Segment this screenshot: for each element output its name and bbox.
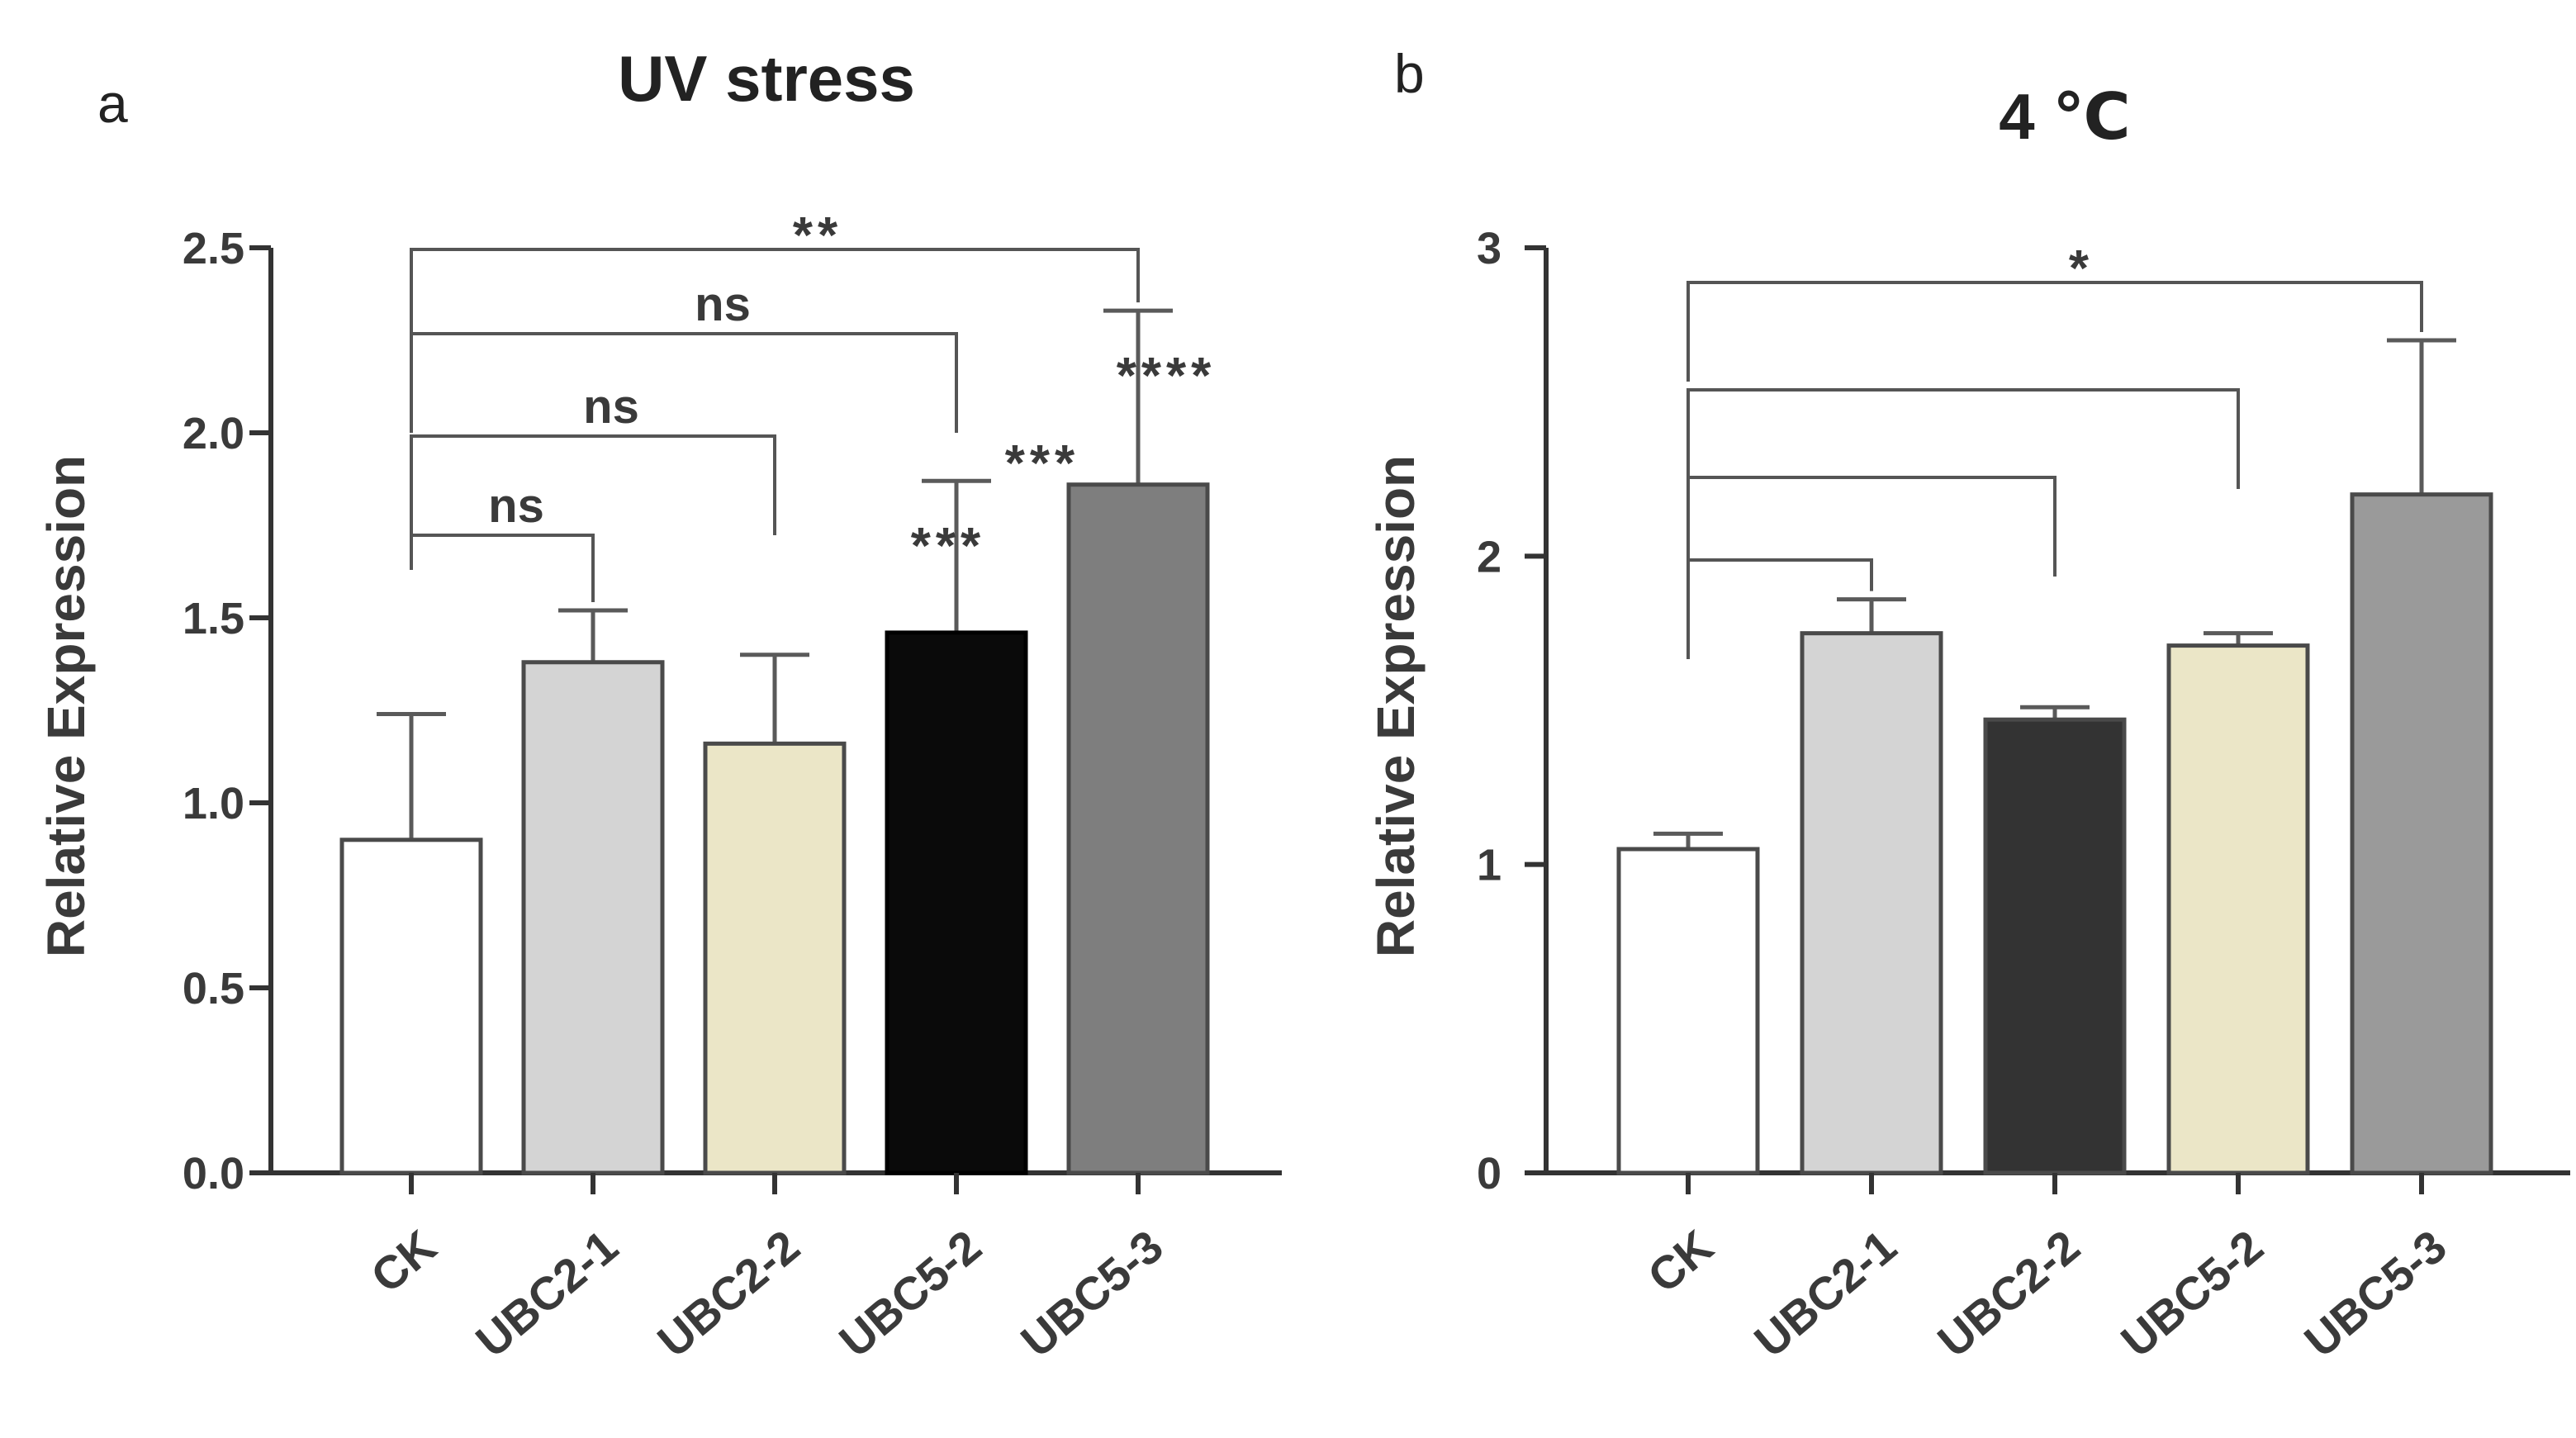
panel-a-category-label: UBC2-2 (648, 1220, 809, 1367)
panel-a-plot-area: 0.0 0.5 1.0 1.5 2.0 2.5 CK UBC2-1 UBC2-2 UBC5-2 UB… (183, 207, 1282, 1367)
panel-b-category-label: CK (1638, 1220, 1722, 1303)
panel-a-y-tick-label: 2.5 (183, 224, 244, 273)
panel-a-category-label: UBC5-2 (829, 1220, 990, 1367)
panel-b-significance-bracket (1686, 476, 2057, 577)
panel-b-category-label: UBC5-3 (2294, 1220, 2455, 1367)
panel-b-significance-bracket (1686, 558, 1873, 659)
panel-a-y-tick-label: 0.5 (183, 964, 244, 1013)
panel-b-category-label: UBC2-1 (1744, 1220, 1905, 1367)
panel-a-bar-ck (339, 838, 483, 1175)
panel-b-y-tick-label: 2 (1477, 532, 1501, 581)
panel-b-significance-label: * (2069, 240, 2094, 297)
panel-a-y-axis-label: Relative Expression (36, 455, 96, 957)
panel-a-category-label: CK (361, 1220, 445, 1303)
panel-b-significance-label: **** (1117, 348, 1217, 405)
panel-b-y-tick-label: 0 (1477, 1149, 1501, 1198)
panel-a-chart: a UV stress Relative Expression 0.0 0.5 1.… (36, 42, 1282, 1367)
panel-a-bar-ubc5-3 (1066, 482, 1210, 1175)
panel-b-bar-ubc2-2 (1983, 717, 2127, 1175)
panel-a-significance-label: ** (793, 207, 842, 264)
panel-a-y-tick-label: 2.0 (183, 409, 244, 458)
panel-b-significance-label: *** (1005, 435, 1079, 492)
panel-a-significance-bracket (410, 434, 776, 535)
panel-b-category-label: UBC2-2 (1928, 1220, 2089, 1367)
panel-b-significance-bracket (1686, 388, 2240, 489)
panel-a-bar-ubc2-1 (521, 660, 665, 1175)
panel-b-letter: b (1394, 43, 1425, 104)
panel-b-y-tick-label: 3 (1477, 224, 1501, 273)
panel-a-bar-ubc5-2 (885, 630, 1028, 1175)
panel-a-significance-bracket (410, 534, 595, 603)
panel-b-significance-label: *** (911, 518, 985, 575)
panel-a-title: UV stress (618, 42, 915, 115)
panel-a-category-label: UBC5-3 (1011, 1220, 1172, 1367)
panel-a-significance-label: ns (583, 380, 639, 434)
panel-a-significance-label: ns (488, 479, 544, 533)
panel-b-title: 4 ℃ (1999, 80, 2131, 153)
panel-a-significance-label: ns (695, 278, 751, 331)
panel-b-bar-ubc2-1 (1800, 631, 1943, 1175)
panel-a-y-tick-label: 1.5 (183, 594, 244, 643)
panel-a-y-tick-label: 0.0 (183, 1149, 244, 1198)
panel-b-bar-ubc5-3 (2350, 492, 2493, 1175)
panel-a-letter: a (97, 73, 128, 134)
panel-a-significance-bracket (410, 248, 1140, 349)
panel-a-category-label: UBC2-1 (466, 1220, 627, 1367)
panel-a-y-tick-label: 1.0 (183, 779, 244, 828)
panel-b-y-tick-label: 1 (1477, 841, 1501, 890)
panel-b-category-label: UBC5-2 (2111, 1220, 2272, 1367)
panel-b-bar-ck (1616, 847, 1760, 1175)
panel-a-significance-bracket (410, 332, 958, 433)
panel-b-significance-bracket (1686, 281, 2423, 382)
panel-a-bar-ubc2-2 (703, 741, 847, 1175)
panel-b-bar-ubc5-2 (2166, 643, 2310, 1175)
panel-b-y-axis-label: Relative Expression (1366, 455, 1426, 957)
